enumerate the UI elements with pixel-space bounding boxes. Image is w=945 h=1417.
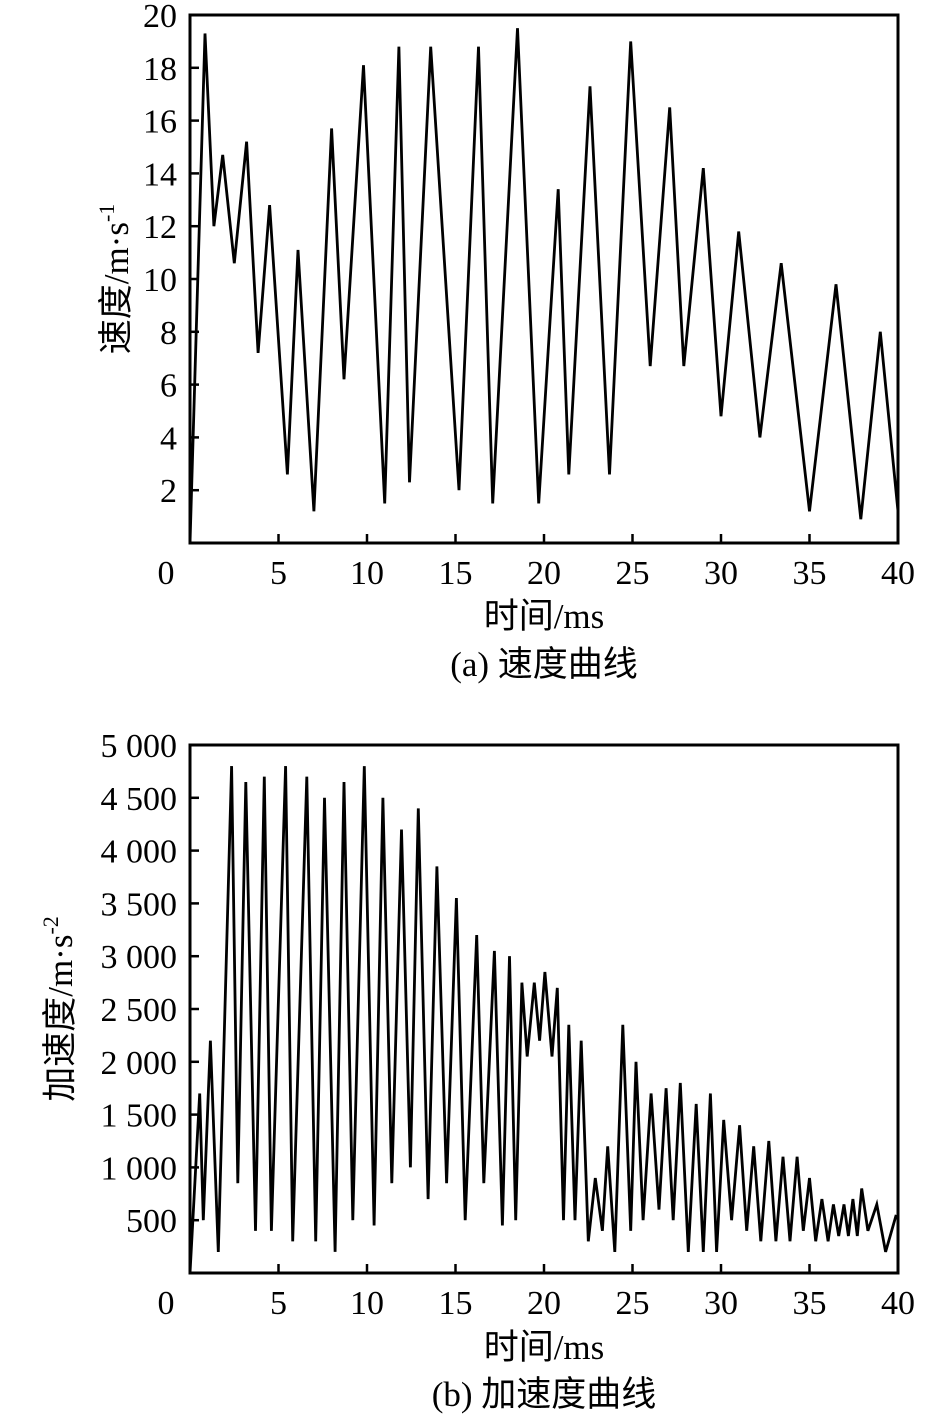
y-tick-label: 4 000 [101,834,178,871]
x-tick-label: 40 [881,1285,915,1322]
y-tick-label: 10 [143,262,177,299]
y-axis-label-velocity: 速度/m·s-1 [94,204,136,355]
y-tick-label: 3 000 [101,939,178,976]
x-axis-label-velocity: 时间/ms [484,597,605,636]
chart-acceleration: 0 5 10 15 20 25 30 35 40 500 1 000 1 500 2 000 2 500 3… [38,728,915,1414]
ticks-acceleration [190,796,811,1273]
y-tick-label: 4 [160,420,177,457]
y-tick-label: 1 000 [101,1150,178,1187]
x-tick-label: 40 [881,555,915,592]
y-tick-label: 1 500 [101,1098,178,1135]
x-tick-label: 10 [350,1285,384,1322]
y-tick-label: 16 [143,104,177,141]
x-tick-label: 20 [527,1285,561,1322]
x-axis-label-acceleration: 时间/ms [484,1328,605,1367]
y-tick-label: 2 500 [101,992,178,1029]
tick-labels-acceleration: 0 5 10 15 20 25 30 35 40 500 1 000 1 500 2 000 2 500 3… [101,728,916,1322]
x-tick-label: 35 [793,1285,827,1322]
y-tick-label: 4 500 [101,781,178,818]
acceleration-series-line [188,766,898,1274]
ticks-velocity [190,66,811,543]
x-tick-label: 5 [270,1285,287,1322]
y-tick-label: 3 500 [101,886,178,923]
x-tick-label: 30 [704,1285,738,1322]
y-tick-label: 14 [143,156,177,193]
velocity-series-line [188,28,900,544]
y-tick-label: 12 [143,209,177,246]
caption-acceleration: (b) 加速度曲线 [432,1375,657,1414]
x-tick-label: 10 [350,555,384,592]
plot-frame-acceleration [188,743,900,1275]
x-tick-label: 15 [439,555,473,592]
chart-velocity: 0 5 10 15 20 25 30 35 40 2 4 6 8 10 12 14 16 18 20 速度/m·s-… [94,0,915,684]
y-tick-label: 8 [160,315,177,352]
caption-velocity: (a) 速度曲线 [450,645,638,684]
tick-labels-velocity: 0 5 10 15 20 25 30 35 40 2 4 6 8 10 12 14 16 18 20 [143,0,915,592]
y-tick-label: 20 [143,0,177,35]
y-tick-label: 500 [126,1203,177,1240]
x-tick-label: 15 [439,1285,473,1322]
y-tick-label: 5 000 [101,728,178,765]
x-tick-label: 25 [616,555,650,592]
y-tick-label: 6 [160,368,177,405]
y-axis-label-acceleration: 加速度/m·s-2 [38,916,80,1102]
y-tick-label: 2 000 [101,1045,178,1082]
x-tick-label: 25 [616,1285,650,1322]
x-tick-label: 35 [793,555,827,592]
x-tick-label: 0 [158,555,175,592]
x-tick-label: 5 [270,555,287,592]
x-tick-label: 20 [527,555,561,592]
y-tick-label: 2 [160,473,177,510]
x-tick-label: 30 [704,555,738,592]
x-tick-label: 0 [158,1285,175,1322]
y-tick-label: 18 [143,51,177,88]
